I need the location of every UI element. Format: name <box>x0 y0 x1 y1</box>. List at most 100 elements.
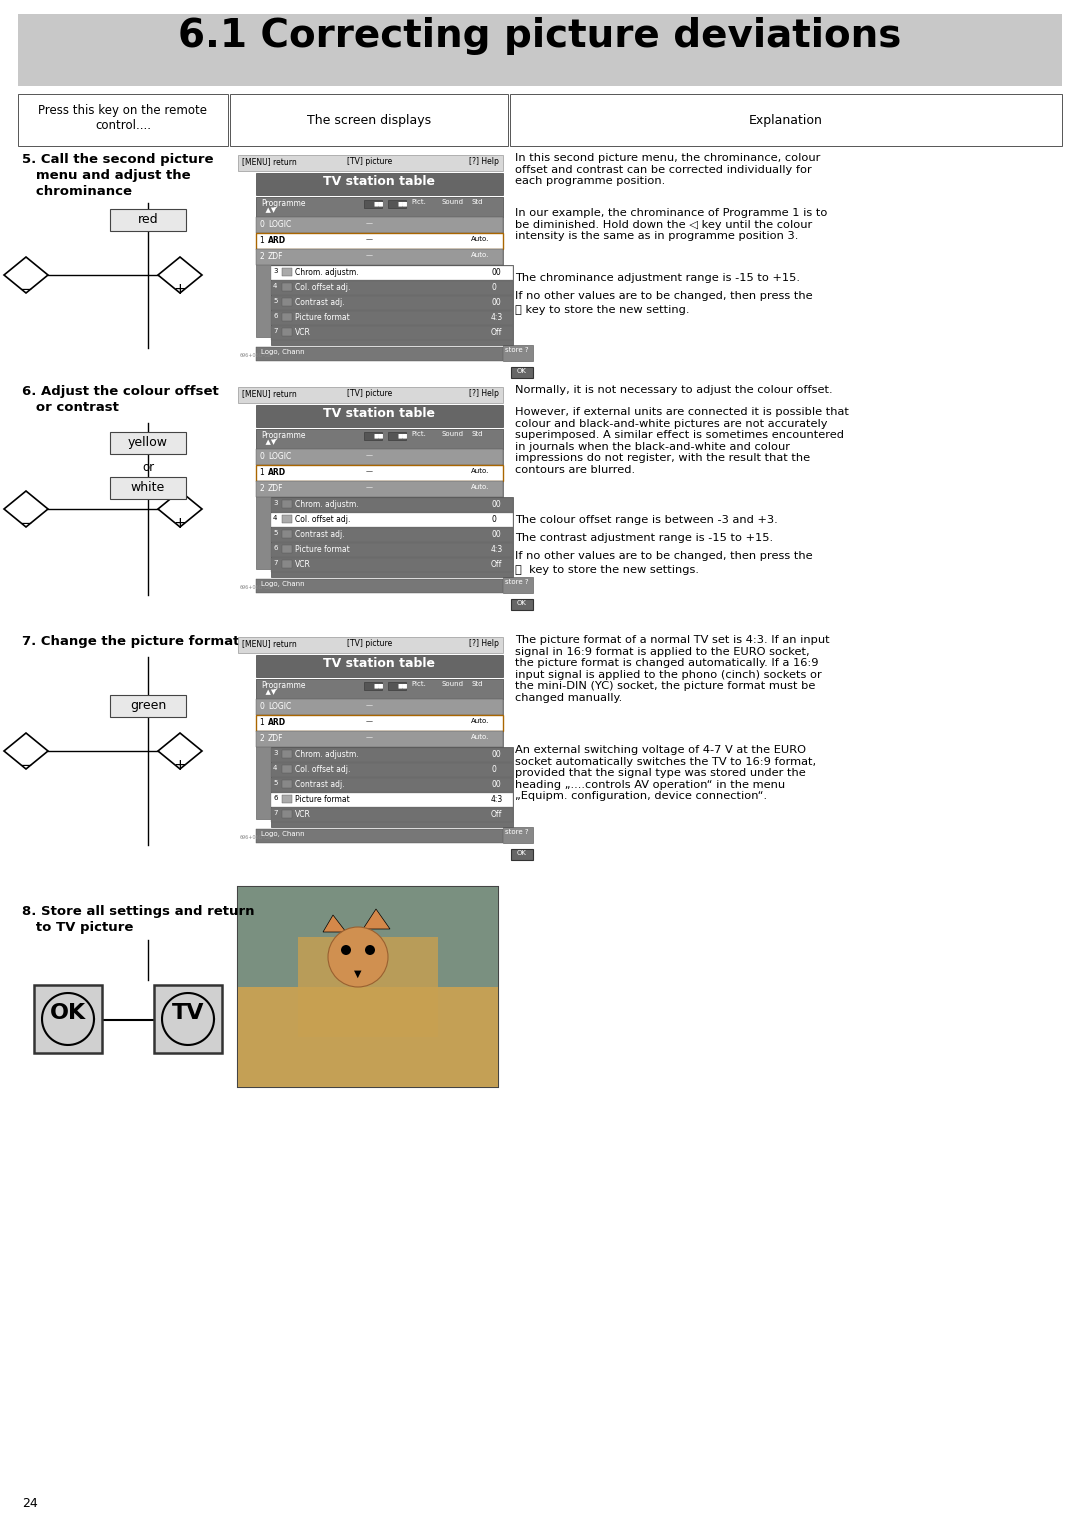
Bar <box>256 197 503 217</box>
Bar <box>511 850 534 860</box>
Bar <box>238 387 503 403</box>
Bar <box>256 698 503 715</box>
Bar <box>256 429 503 449</box>
Text: Programme: Programme <box>261 431 306 440</box>
Bar <box>230 95 508 147</box>
Text: —: — <box>366 235 373 241</box>
Text: Std: Std <box>471 199 483 205</box>
Text: Pict.: Pict. <box>411 199 426 205</box>
Text: 00: 00 <box>491 298 501 307</box>
Text: 0: 0 <box>491 515 496 524</box>
Text: 6. Adjust the colour offset: 6. Adjust the colour offset <box>22 385 219 397</box>
Bar <box>388 200 406 208</box>
Text: [?] Help: [?] Help <box>469 157 499 167</box>
Text: 696+06G-GB: 696+06G-GB <box>240 353 272 358</box>
Text: 0: 0 <box>259 452 264 461</box>
Text: Programme: Programme <box>261 199 306 208</box>
Bar <box>256 678 503 698</box>
Bar <box>256 481 503 497</box>
Text: LOGIC: LOGIC <box>268 701 292 711</box>
Bar <box>271 542 513 558</box>
Bar <box>256 347 503 361</box>
Text: 00: 00 <box>491 267 501 277</box>
Bar <box>256 678 503 819</box>
Text: The contrast adjustment range is -15 to +15.: The contrast adjustment range is -15 to … <box>515 533 773 542</box>
Bar <box>511 599 534 610</box>
Text: TV station table: TV station table <box>323 657 435 669</box>
Text: [TV] picture: [TV] picture <box>348 157 393 167</box>
Bar <box>33 986 102 1053</box>
Bar <box>298 937 438 1038</box>
Bar <box>271 778 513 792</box>
Bar <box>256 656 503 677</box>
Text: 1: 1 <box>259 718 264 727</box>
Text: —: — <box>366 252 373 258</box>
Bar <box>282 515 292 523</box>
Text: ▼: ▼ <box>354 969 362 979</box>
Text: Chrom. adjustm.: Chrom. adjustm. <box>295 750 359 759</box>
Text: —: — <box>366 220 373 226</box>
Text: —: — <box>366 718 373 724</box>
Text: The screen displays: The screen displays <box>307 115 431 127</box>
Circle shape <box>341 944 351 955</box>
Bar <box>271 498 513 512</box>
Bar <box>256 405 503 426</box>
Text: ■■: ■■ <box>373 202 383 206</box>
Text: 4: 4 <box>273 766 278 772</box>
Text: 0: 0 <box>259 220 264 229</box>
Bar <box>238 886 498 1086</box>
Text: Pict.: Pict. <box>411 431 426 437</box>
Text: 2: 2 <box>259 484 264 494</box>
Bar <box>282 267 292 277</box>
Bar <box>256 197 503 338</box>
Bar <box>271 281 513 295</box>
Text: ZDF: ZDF <box>268 484 283 494</box>
Bar <box>271 762 513 778</box>
Bar <box>282 530 292 538</box>
Text: [MENU] return: [MENU] return <box>242 390 297 397</box>
Bar <box>282 795 292 804</box>
Bar <box>511 367 534 377</box>
Text: In our example, the chrominance of Programme 1 is to
be diminished. Hold down th: In our example, the chrominance of Progr… <box>515 208 827 241</box>
Polygon shape <box>4 733 48 769</box>
Text: Normally, it is not necessary to adjust the colour offset.: Normally, it is not necessary to adjust … <box>515 385 833 396</box>
Text: +: + <box>174 283 187 296</box>
Text: +: + <box>174 516 187 532</box>
Text: store ?: store ? <box>505 347 528 353</box>
Text: Chrom. adjustm.: Chrom. adjustm. <box>295 500 359 509</box>
Text: ARD: ARD <box>268 468 286 477</box>
Text: Off: Off <box>491 329 502 338</box>
Text: OK: OK <box>517 850 527 856</box>
Bar <box>364 200 382 208</box>
Text: −: − <box>19 283 32 296</box>
Text: or: or <box>141 461 154 474</box>
Text: Picture format: Picture format <box>295 795 350 804</box>
Text: 5: 5 <box>273 298 278 304</box>
Text: The colour offset range is between -3 and +3.: The colour offset range is between -3 an… <box>515 515 778 526</box>
Text: ▲▼: ▲▼ <box>261 439 276 445</box>
Text: [?] Help: [?] Help <box>469 390 499 397</box>
Text: The picture format of a normal TV set is 4:3. If an input
signal in 16:9 format : The picture format of a normal TV set is… <box>515 636 829 703</box>
Text: 5: 5 <box>273 530 278 536</box>
Text: Col. offset adj.: Col. offset adj. <box>295 766 350 775</box>
Text: [MENU] return: [MENU] return <box>242 639 297 648</box>
Text: VCR: VCR <box>295 559 311 568</box>
Bar <box>282 329 292 336</box>
Bar <box>256 830 503 843</box>
Text: 4: 4 <box>273 515 278 521</box>
Text: 8. Store all settings and return: 8. Store all settings and return <box>22 905 255 918</box>
Bar <box>256 173 503 196</box>
Text: Off: Off <box>491 810 502 819</box>
Text: ■■: ■■ <box>397 432 407 439</box>
Bar <box>364 432 382 440</box>
Text: [MENU] return: [MENU] return <box>242 157 297 167</box>
Text: Contrast adj.: Contrast adj. <box>295 298 345 307</box>
Text: Off: Off <box>491 559 502 568</box>
Text: ▲▼: ▲▼ <box>261 206 276 212</box>
Text: VCR: VCR <box>295 329 311 338</box>
Polygon shape <box>158 490 202 527</box>
Bar <box>503 345 534 361</box>
Text: menu and adjust the: menu and adjust the <box>22 170 191 182</box>
Bar <box>271 747 513 827</box>
Text: —: — <box>366 733 373 740</box>
